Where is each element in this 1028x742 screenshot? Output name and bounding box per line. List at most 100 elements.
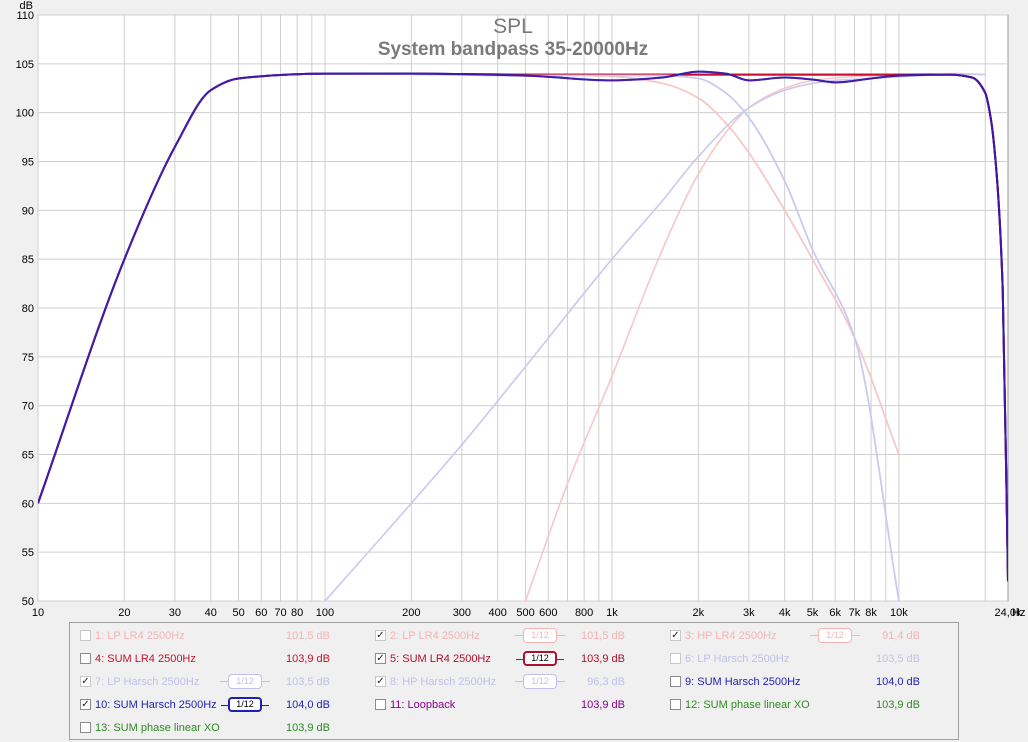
y-tick-label: 55 bbox=[22, 547, 34, 559]
x-tick-label: 50 bbox=[232, 607, 244, 619]
legend-checkbox[interactable] bbox=[80, 722, 91, 733]
legend-value: 104,0 dB bbox=[875, 676, 920, 688]
y-tick-label: 105 bbox=[16, 59, 34, 71]
legend-item[interactable]: 4: SUM LR4 2500Hz 103,9 dB bbox=[70, 649, 360, 669]
legend-checkbox[interactable] bbox=[375, 699, 386, 710]
x-tick-label: 7k bbox=[849, 607, 861, 619]
legend-checkbox[interactable]: ✓ bbox=[80, 699, 91, 710]
legend-label: 8: HP Harsch 2500Hz bbox=[390, 676, 497, 688]
legend-checkbox[interactable] bbox=[670, 676, 681, 687]
x-tick-label: 20 bbox=[118, 607, 130, 619]
legend-value: 103,5 dB bbox=[285, 676, 330, 688]
smoothing-button[interactable]: 1/12 bbox=[515, 628, 565, 643]
x-tick-label: 500 bbox=[516, 607, 534, 619]
series-line-11 bbox=[38, 70, 1008, 582]
x-tick-label: 1k bbox=[606, 607, 618, 619]
legend-item[interactable]: ✓ 5: SUM LR4 2500Hz 1/12 103,9 dB bbox=[365, 649, 655, 669]
x-tick-label: 8k bbox=[865, 607, 877, 619]
x-tick-label: 4k bbox=[779, 607, 791, 619]
smoothing-button[interactable]: 1/12 bbox=[221, 697, 269, 712]
legend-value: 101,5 dB bbox=[580, 630, 625, 642]
legend-label: 6: LP Harsch 2500Hz bbox=[685, 653, 790, 665]
smoothing-button[interactable]: 1/12 bbox=[810, 628, 860, 643]
legend-item[interactable]: ✓ 8: HP Harsch 2500Hz 1/12 96,3 dB bbox=[365, 672, 655, 692]
x-tick-label: 70 bbox=[274, 607, 286, 619]
x-tick-label: 5k bbox=[807, 607, 819, 619]
x-tick-labels: 10 20 30 40 50 60 70 80 100 200 300 400 500 600 800 1k 2… bbox=[32, 607, 1022, 619]
y-tick-label: 90 bbox=[22, 205, 34, 217]
legend-item[interactable]: 11: Loopback 103,9 dB bbox=[365, 695, 655, 715]
legend-value: 101,5 dB bbox=[285, 630, 330, 642]
series-line-10 bbox=[38, 70, 1008, 582]
y-tick-label: 80 bbox=[22, 303, 34, 315]
legend-panel: 1: LP LR4 2500Hz 101,5 dB ✓ 2: LP LR4 2500H… bbox=[69, 622, 959, 740]
series-line-8 bbox=[324, 72, 986, 601]
legend-label: 1: LP LR4 2500Hz bbox=[95, 630, 185, 642]
smoothing-button[interactable]: 1/12 bbox=[515, 674, 565, 689]
legend-checkbox[interactable] bbox=[80, 653, 91, 664]
x-tick-label: 60 bbox=[255, 607, 267, 619]
legend-value: 103,9 dB bbox=[285, 653, 330, 665]
y-tick-labels: 50 55 60 65 70 75 80 85 90 95 100 105 110 bbox=[16, 10, 34, 608]
x-axis-unit: Hz bbox=[1012, 607, 1025, 619]
y-tick-label: 70 bbox=[22, 401, 34, 413]
legend-item[interactable]: ✓ 2: LP LR4 2500Hz 1/12 101,5 dB bbox=[365, 626, 655, 646]
legend-checkbox[interactable]: ✓ bbox=[80, 676, 91, 687]
x-tick-label: 10k bbox=[890, 607, 908, 619]
legend-value: 96,3 dB bbox=[587, 676, 625, 688]
series-layer bbox=[38, 70, 1008, 601]
legend-item[interactable]: 13: SUM phase linear XO 103,9 dB bbox=[70, 718, 360, 738]
legend-item[interactable]: ✓ 3: HP LR4 2500Hz 1/12 91,4 dB bbox=[660, 626, 950, 646]
legend-label: 2: LP LR4 2500Hz bbox=[390, 630, 480, 642]
x-tick-label: 600 bbox=[539, 607, 557, 619]
legend-label: 9: SUM Harsch 2500Hz bbox=[685, 676, 801, 688]
legend-label: 11: Loopback bbox=[390, 699, 456, 711]
legend-checkbox[interactable]: ✓ bbox=[375, 653, 386, 664]
legend-checkbox[interactable]: ✓ bbox=[375, 676, 386, 687]
y-tick-label: 85 bbox=[22, 254, 34, 266]
legend-label: 4: SUM LR4 2500Hz bbox=[95, 653, 196, 665]
x-tick-label: 10 bbox=[32, 607, 44, 619]
legend-label: 3: HP LR4 2500Hz bbox=[685, 630, 777, 642]
legend-checkbox[interactable] bbox=[670, 699, 681, 710]
legend-label: 7: LP Harsch 2500Hz bbox=[95, 676, 200, 688]
legend-item[interactable]: ✓ 7: LP Harsch 2500Hz 1/12 103,5 dB bbox=[70, 672, 360, 692]
legend-value: 103,9 dB bbox=[285, 722, 330, 734]
x-tick-label: 400 bbox=[489, 607, 507, 619]
x-tick-label: 80 bbox=[291, 607, 303, 619]
legend-value: 104,0 dB bbox=[285, 699, 330, 711]
x-tick-label: 200 bbox=[402, 607, 420, 619]
legend-value: 103,9 dB bbox=[580, 699, 625, 711]
y-tick-label: 75 bbox=[22, 352, 34, 364]
x-tick-label: 24,0k bbox=[995, 607, 1022, 619]
legend-checkbox[interactable] bbox=[80, 630, 91, 641]
legend-item[interactable]: 12: SUM phase linear XO 103,9 dB bbox=[660, 695, 950, 715]
y-axis-unit: dB bbox=[20, 0, 33, 12]
chart-subtitle: System bandpass 35-20000Hz bbox=[378, 39, 648, 60]
legend-item[interactable]: 9: SUM Harsch 2500Hz 104,0 dB bbox=[660, 672, 950, 692]
y-tick-label: 60 bbox=[22, 498, 34, 510]
spl-chart: 50 55 60 65 70 75 80 85 90 95 100 105 110 10 20 30 40 50… bbox=[16, 0, 1026, 619]
legend-value: 91,4 dB bbox=[882, 630, 920, 642]
y-tick-label: 110 bbox=[16, 10, 34, 22]
x-tick-label: 300 bbox=[453, 607, 471, 619]
legend-item[interactable]: ✓ 10: SUM Harsch 2500Hz 1/12 104,0 dB bbox=[70, 695, 360, 715]
legend-checkbox[interactable] bbox=[670, 653, 681, 664]
y-tick-label: 65 bbox=[22, 450, 34, 462]
legend-item[interactable]: 1: LP LR4 2500Hz 101,5 dB bbox=[70, 626, 360, 646]
x-tick-label: 2k bbox=[693, 607, 705, 619]
smoothing-button[interactable]: 1/12 bbox=[516, 651, 564, 666]
x-tick-label: 800 bbox=[575, 607, 593, 619]
x-tick-label: 3k bbox=[743, 607, 755, 619]
legend-label: 10: SUM Harsch 2500Hz bbox=[95, 699, 217, 711]
legend-value: 103,9 dB bbox=[580, 653, 625, 665]
chart-title: SPL bbox=[493, 15, 533, 38]
legend-checkbox[interactable]: ✓ bbox=[375, 630, 386, 641]
legend-item[interactable]: 6: LP Harsch 2500Hz 103,5 dB bbox=[660, 649, 950, 669]
x-tick-label: 100 bbox=[316, 607, 334, 619]
y-tick-label: 95 bbox=[22, 157, 34, 169]
legend-label: 12: SUM phase linear XO bbox=[685, 699, 810, 711]
smoothing-button[interactable]: 1/12 bbox=[220, 674, 270, 689]
legend-checkbox[interactable]: ✓ bbox=[670, 630, 681, 641]
grid bbox=[37, 14, 1008, 602]
